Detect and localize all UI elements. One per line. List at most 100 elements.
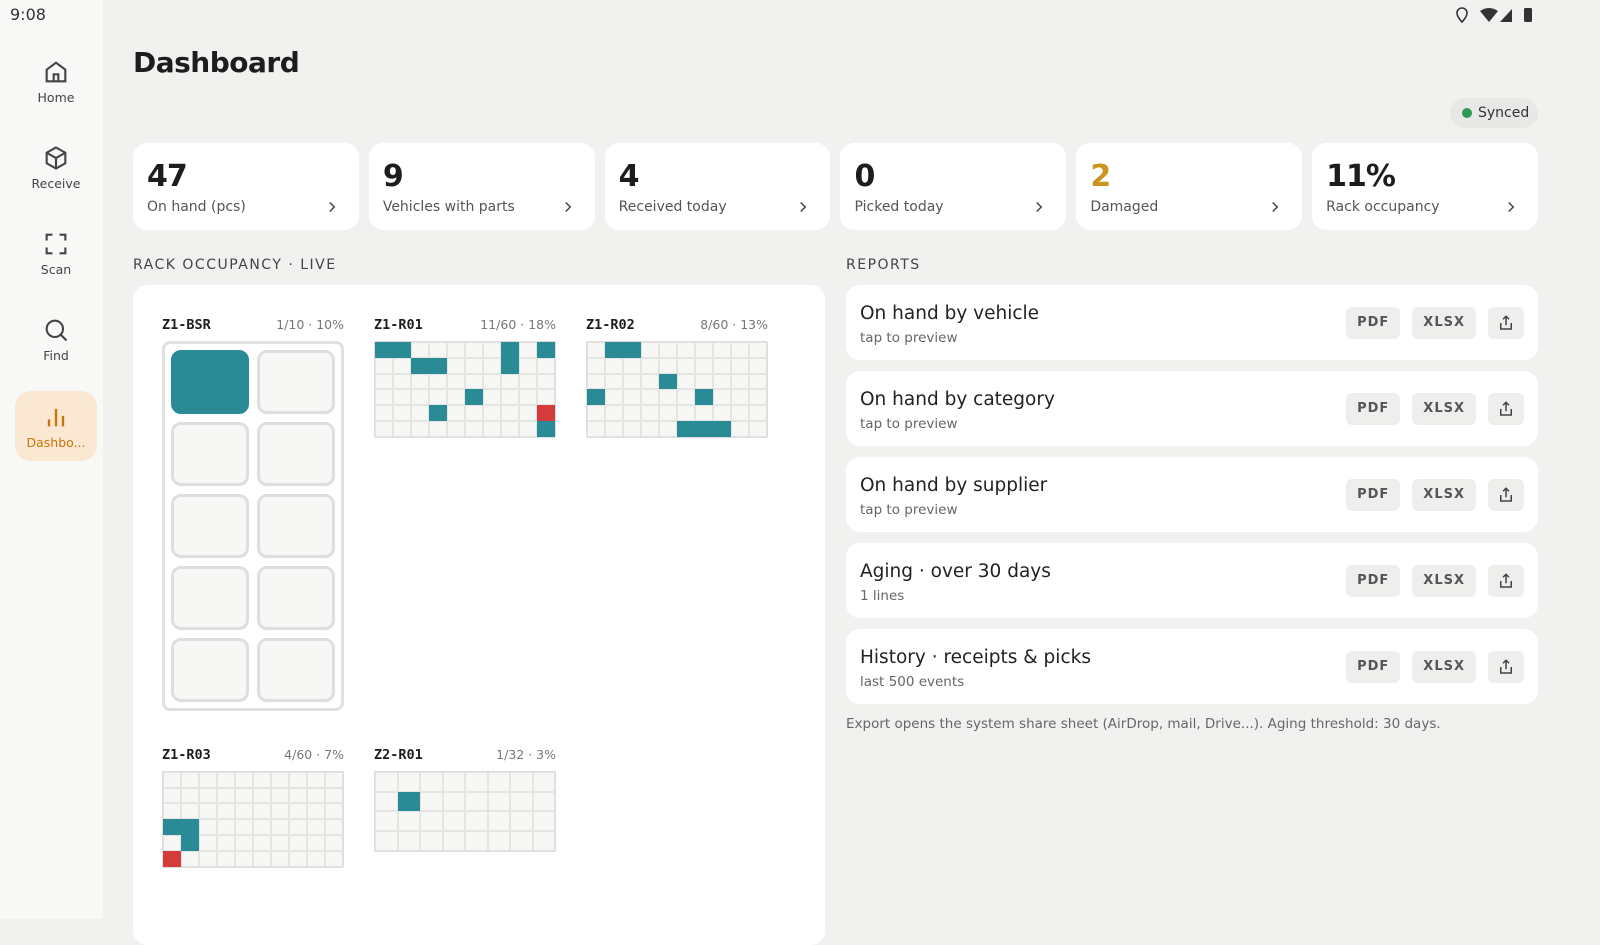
occupied-cell xyxy=(393,342,411,358)
rack-cell xyxy=(199,787,217,804)
rack-list: Z1-BSR 1/10 · 10% Z1-R01 11/60 · 18% Z1-R02 8… xyxy=(162,317,822,868)
rack-cell xyxy=(447,373,465,390)
stat-card[interactable]: 47 On hand (pcs) xyxy=(133,143,359,230)
export-button[interactable]: PDF xyxy=(1346,651,1401,683)
rack-cell xyxy=(483,405,501,422)
icon xyxy=(45,319,68,342)
occupied-cell xyxy=(537,342,555,358)
chevron xyxy=(800,201,807,213)
report-row[interactable]: Aging · over 30 days 1 lines PDF XLSX xyxy=(846,543,1538,618)
report-title: On hand by category xyxy=(860,389,1055,410)
nav-dashboard[interactable]: Dashbo... xyxy=(15,391,97,461)
stat-card[interactable]: 11% Rack occupancy xyxy=(1312,143,1538,230)
rack-cell xyxy=(749,405,767,422)
rack-name: Z1-R02 xyxy=(586,317,635,333)
occupied-cell xyxy=(397,791,420,812)
report-row[interactable]: On hand by category tap to preview PDF XLSX xyxy=(846,371,1538,446)
rack-cell xyxy=(163,771,181,788)
rack[interactable]: Z2-R01 1/32 · 3% xyxy=(374,747,556,852)
rack-cell xyxy=(749,373,767,390)
rack-cell xyxy=(411,421,429,437)
rack[interactable]: Z1-R02 8/60 · 13% xyxy=(586,317,768,438)
occupied-cell xyxy=(623,342,641,358)
rack-cell xyxy=(235,787,253,804)
rack[interactable]: Z1-R01 11/60 · 18% xyxy=(374,317,556,438)
rack-cell xyxy=(537,357,555,374)
report-row[interactable]: History · receipts & picks last 500 event… xyxy=(846,629,1538,704)
rack-cell xyxy=(532,771,555,792)
export-button[interactable]: PDF xyxy=(1346,307,1401,339)
export-button[interactable]: PDF xyxy=(1346,393,1401,425)
nav-find[interactable]: Find xyxy=(15,304,97,374)
rack-cell xyxy=(623,405,641,422)
nav-label: Scan xyxy=(40,262,72,277)
nav-receive[interactable]: Receive xyxy=(15,132,97,202)
occupied-cell xyxy=(501,342,519,358)
rack-cell xyxy=(271,819,289,836)
rack-name: Z2-R01 xyxy=(374,746,423,763)
stat-card[interactable]: 0 Picked today xyxy=(840,143,1067,230)
rack-summary: 4/60 · 7% xyxy=(284,746,344,762)
chevron xyxy=(564,201,571,213)
rack[interactable]: Z1-BSR 1/10 · 10% xyxy=(162,317,344,711)
share-button[interactable] xyxy=(1488,393,1524,425)
rack-cell xyxy=(257,350,335,414)
rack-cell xyxy=(659,421,677,437)
rack-cell xyxy=(713,357,731,374)
export-button[interactable]: XLSX xyxy=(1412,393,1476,425)
rack-cell xyxy=(420,831,443,851)
stat-value: 4 xyxy=(618,159,640,194)
nav-home[interactable]: Home xyxy=(15,46,97,116)
report-row[interactable]: On hand by supplier tap to preview PDF XLSX xyxy=(846,457,1538,532)
nav-scan[interactable]: Scan xyxy=(15,218,97,288)
share-button[interactable] xyxy=(1488,651,1524,683)
rack-cell xyxy=(487,771,510,792)
export-button[interactable]: XLSX xyxy=(1412,565,1476,597)
export-button[interactable]: XLSX xyxy=(1412,651,1476,683)
rack-cell xyxy=(411,373,429,390)
rack-panel: Z1-BSR 1/10 · 10% Z1-R01 11/60 · 18% Z1-R02 8… xyxy=(133,285,825,945)
export-button[interactable]: XLSX xyxy=(1412,307,1476,339)
rack-cell xyxy=(465,811,488,832)
rack-cell xyxy=(519,421,537,437)
rack-cell xyxy=(199,803,217,820)
rack-cell xyxy=(289,771,307,788)
chevron xyxy=(329,201,336,213)
share-button[interactable] xyxy=(1488,479,1524,511)
export-button[interactable]: PDF xyxy=(1346,479,1401,511)
share-button[interactable] xyxy=(1488,565,1524,597)
export-button[interactable]: PDF xyxy=(1346,565,1401,597)
rack-cell xyxy=(325,803,343,820)
rack-cell xyxy=(587,373,605,390)
stat-value: 2 xyxy=(1090,159,1111,194)
rack-cell xyxy=(397,771,420,792)
rack-cell xyxy=(532,831,555,851)
sync-status: Synced xyxy=(1450,98,1538,128)
rack-name: Z1-R01 xyxy=(374,317,423,333)
rack-cell xyxy=(487,811,510,832)
rack-cell xyxy=(605,389,623,406)
report-subtitle: 1 lines xyxy=(860,588,905,604)
rack-cell xyxy=(587,342,605,358)
rack-cell xyxy=(641,357,659,374)
stat-card[interactable]: 2 Damaged xyxy=(1076,143,1303,230)
export-button[interactable]: XLSX xyxy=(1412,479,1476,511)
report-actions: PDF XLSX xyxy=(1346,307,1524,339)
occupied-cell xyxy=(501,357,519,374)
occupied-cell xyxy=(181,835,199,851)
occupied-cell xyxy=(695,389,713,406)
share-button[interactable] xyxy=(1488,307,1524,339)
rack-cell xyxy=(307,803,325,820)
rack-cell xyxy=(487,791,510,812)
stat-card[interactable]: 4 Received today xyxy=(604,143,831,230)
stat-card[interactable]: 9 Vehicles with parts xyxy=(368,143,595,230)
rack-cell xyxy=(442,771,465,792)
report-subtitle: tap to preview xyxy=(860,330,958,346)
rack-cell xyxy=(289,803,307,820)
rack-cell xyxy=(429,389,447,406)
report-row[interactable]: On hand by vehicle tap to preview PDF XLSX xyxy=(846,285,1538,360)
rack-cell xyxy=(713,342,731,358)
report-title: On hand by supplier xyxy=(860,475,1048,496)
rack[interactable]: Z1-R03 4/60 · 7% xyxy=(162,747,344,868)
sidebar: 9:08 Home Receive Scan Find Dashbo... xyxy=(0,0,103,919)
